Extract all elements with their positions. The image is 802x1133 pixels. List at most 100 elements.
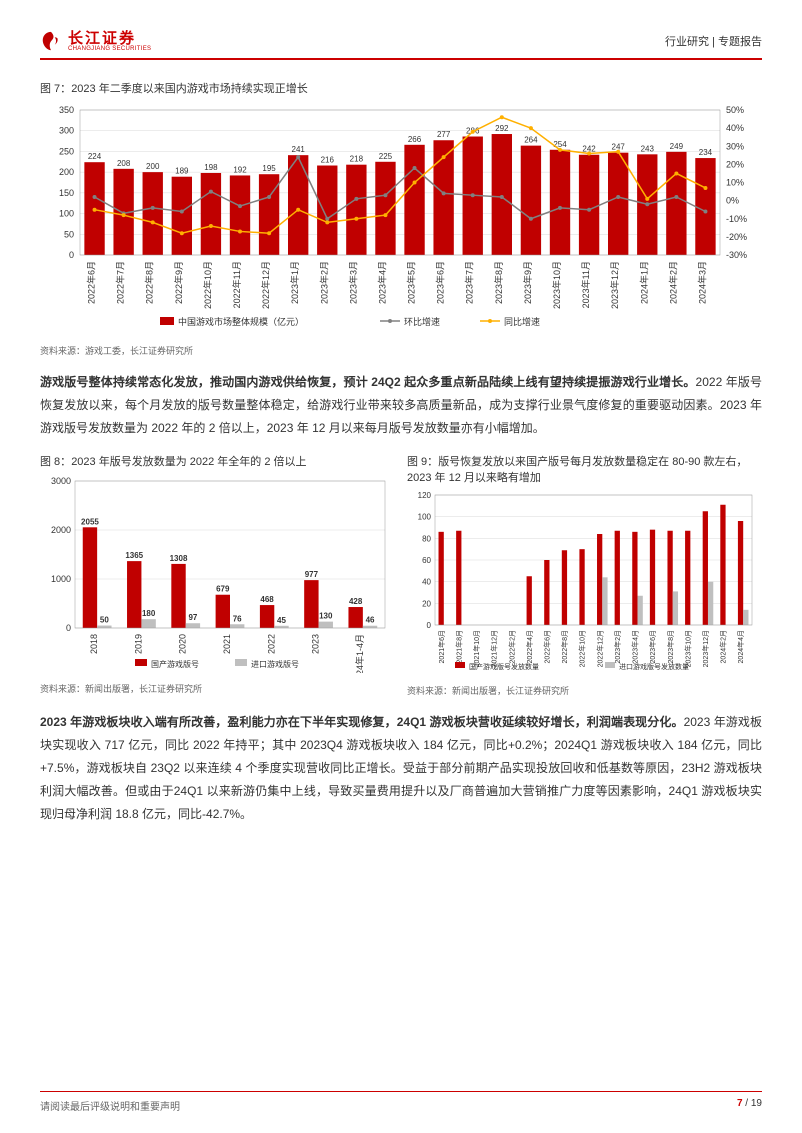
svg-text:292: 292 — [495, 124, 509, 133]
svg-text:2023年4月: 2023年4月 — [376, 261, 387, 304]
svg-text:50: 50 — [100, 616, 109, 625]
svg-text:2023年5月: 2023年5月 — [406, 261, 417, 304]
svg-text:225: 225 — [379, 152, 393, 161]
chart8-title: 图 8：2023 年版号发放数量为 2022 年全年的 2 倍以上 — [40, 453, 395, 469]
chart7: 050100150200250300350-30%-20%-10%0%10%20… — [40, 100, 762, 340]
svg-text:100: 100 — [418, 513, 432, 522]
svg-text:192: 192 — [233, 165, 247, 174]
svg-text:20: 20 — [422, 600, 431, 609]
logo: 长江证券 CHANGJIANG SECURITIES — [40, 30, 151, 52]
svg-text:2023年12月: 2023年12月 — [609, 261, 620, 309]
svg-text:2022年12月: 2022年12月 — [595, 630, 604, 667]
svg-text:2024年1-4月: 2024年1-4月 — [354, 634, 365, 673]
svg-text:2018: 2018 — [89, 634, 99, 654]
svg-text:120: 120 — [418, 491, 432, 500]
svg-text:同比增速: 同比增速 — [504, 316, 540, 327]
svg-text:277: 277 — [437, 130, 451, 139]
chart9-source: 资料来源：新闻出版署，长江证券研究所 — [407, 684, 762, 697]
svg-text:189: 189 — [175, 167, 189, 176]
svg-text:2023年3月: 2023年3月 — [347, 261, 358, 304]
footer-disclaimer: 请阅读最后评级说明和重要声明 — [40, 1098, 180, 1113]
svg-text:2023年8月: 2023年8月 — [493, 261, 504, 304]
svg-text:2024年2月: 2024年2月 — [667, 261, 678, 304]
svg-text:195: 195 — [262, 164, 276, 173]
paragraph-2: 2023 年游戏板块收入端有所改善，盈利能力亦在下半年实现修复，24Q1 游戏板… — [40, 711, 762, 825]
svg-text:进口游戏版号发放数量: 进口游戏版号发放数量 — [619, 662, 689, 671]
svg-text:2055: 2055 — [81, 518, 99, 527]
svg-text:2022年10月: 2022年10月 — [202, 261, 213, 309]
svg-text:80: 80 — [422, 535, 431, 544]
chart7-source: 资料来源：游戏工委，长江证券研究所 — [40, 344, 762, 357]
svg-text:198: 198 — [204, 163, 218, 172]
svg-text:218: 218 — [350, 155, 364, 164]
svg-text:243: 243 — [641, 144, 655, 153]
svg-text:2020: 2020 — [178, 634, 188, 654]
svg-text:350: 350 — [59, 105, 74, 115]
page-header: 长江证券 CHANGJIANG SECURITIES 行业研究 | 专题报告 — [40, 30, 762, 60]
svg-text:977: 977 — [305, 571, 319, 580]
svg-text:0: 0 — [427, 621, 432, 630]
svg-text:60: 60 — [422, 556, 431, 565]
chart8: 0100020003000205550201813651802019130897… — [40, 473, 395, 678]
svg-text:-20%: -20% — [726, 232, 747, 242]
svg-text:1000: 1000 — [51, 574, 71, 584]
svg-text:241: 241 — [292, 145, 306, 154]
svg-text:40: 40 — [422, 578, 431, 587]
page-footer: 请阅读最后评级说明和重要声明 7 / 19 — [40, 1091, 762, 1113]
svg-text:2023年10月: 2023年10月 — [683, 630, 692, 667]
header-category: 行业研究 | 专题报告 — [665, 33, 762, 49]
svg-text:150: 150 — [59, 188, 74, 198]
svg-text:2022年4月: 2022年4月 — [525, 630, 534, 663]
svg-text:216: 216 — [321, 156, 335, 165]
svg-text:130: 130 — [319, 612, 333, 621]
svg-text:环比增速: 环比增速 — [404, 316, 440, 327]
svg-text:2023年2月: 2023年2月 — [318, 261, 329, 304]
svg-text:2019: 2019 — [133, 634, 143, 654]
svg-text:46: 46 — [366, 616, 375, 625]
svg-text:2022年10月: 2022年10月 — [578, 630, 587, 667]
svg-text:200: 200 — [146, 162, 160, 171]
svg-text:2022年11月: 2022年11月 — [231, 261, 242, 308]
svg-text:2021年8月: 2021年8月 — [454, 630, 463, 663]
svg-text:1308: 1308 — [170, 554, 188, 563]
chart7-title: 图 7：2023 年二季度以来国内游戏市场持续实现正增长 — [40, 80, 762, 96]
svg-text:3000: 3000 — [51, 476, 71, 486]
svg-text:2021年6月: 2021年6月 — [437, 630, 446, 663]
svg-text:2023年2月: 2023年2月 — [613, 630, 622, 663]
svg-text:10%: 10% — [726, 178, 744, 188]
svg-text:468: 468 — [260, 595, 274, 604]
svg-text:2023年6月: 2023年6月 — [648, 630, 657, 663]
svg-text:2023年12月: 2023年12月 — [701, 630, 710, 667]
svg-text:264: 264 — [524, 136, 538, 145]
svg-text:2023年6月: 2023年6月 — [435, 261, 446, 304]
svg-text:224: 224 — [88, 152, 102, 161]
chart9-title: 图 9：版号恢复发放以来国产版号每月发放数量稳定在 80-90 款左右，2023… — [407, 453, 762, 485]
svg-text:国产游戏版号发放数量: 国产游戏版号发放数量 — [469, 662, 539, 671]
svg-text:30%: 30% — [726, 141, 744, 151]
svg-text:2024年4月: 2024年4月 — [736, 630, 745, 663]
svg-text:2022年6月: 2022年6月 — [542, 630, 551, 663]
logo-text-en: CHANGJIANG SECURITIES — [68, 46, 151, 52]
svg-text:45: 45 — [277, 616, 286, 625]
svg-text:2023年1月: 2023年1月 — [289, 261, 300, 304]
svg-text:2023年8月: 2023年8月 — [666, 630, 675, 663]
svg-text:679: 679 — [216, 585, 230, 594]
svg-text:2022年9月: 2022年9月 — [173, 261, 184, 304]
svg-text:2022年8月: 2022年8月 — [144, 261, 155, 304]
svg-text:2023年10月: 2023年10月 — [551, 261, 562, 309]
svg-text:2021: 2021 — [222, 634, 232, 654]
svg-text:0: 0 — [66, 623, 71, 633]
svg-text:266: 266 — [408, 135, 422, 144]
svg-text:2023: 2023 — [311, 634, 321, 654]
svg-text:2023年4月: 2023年4月 — [631, 630, 640, 663]
svg-text:300: 300 — [59, 126, 74, 136]
svg-text:2022年2月: 2022年2月 — [507, 630, 516, 663]
chart8-source: 资料来源：新闻出版署，长江证券研究所 — [40, 682, 395, 695]
svg-text:-10%: -10% — [726, 214, 747, 224]
svg-text:进口游戏版号: 进口游戏版号 — [251, 659, 299, 669]
svg-text:2022年8月: 2022年8月 — [560, 630, 569, 663]
svg-text:2000: 2000 — [51, 525, 71, 535]
chart9: 0204060801001202021年6月2021年8月2021年10月202… — [407, 489, 762, 680]
svg-text:2022年12月: 2022年12月 — [260, 261, 271, 309]
page-number: 7 / 19 — [737, 1098, 762, 1113]
